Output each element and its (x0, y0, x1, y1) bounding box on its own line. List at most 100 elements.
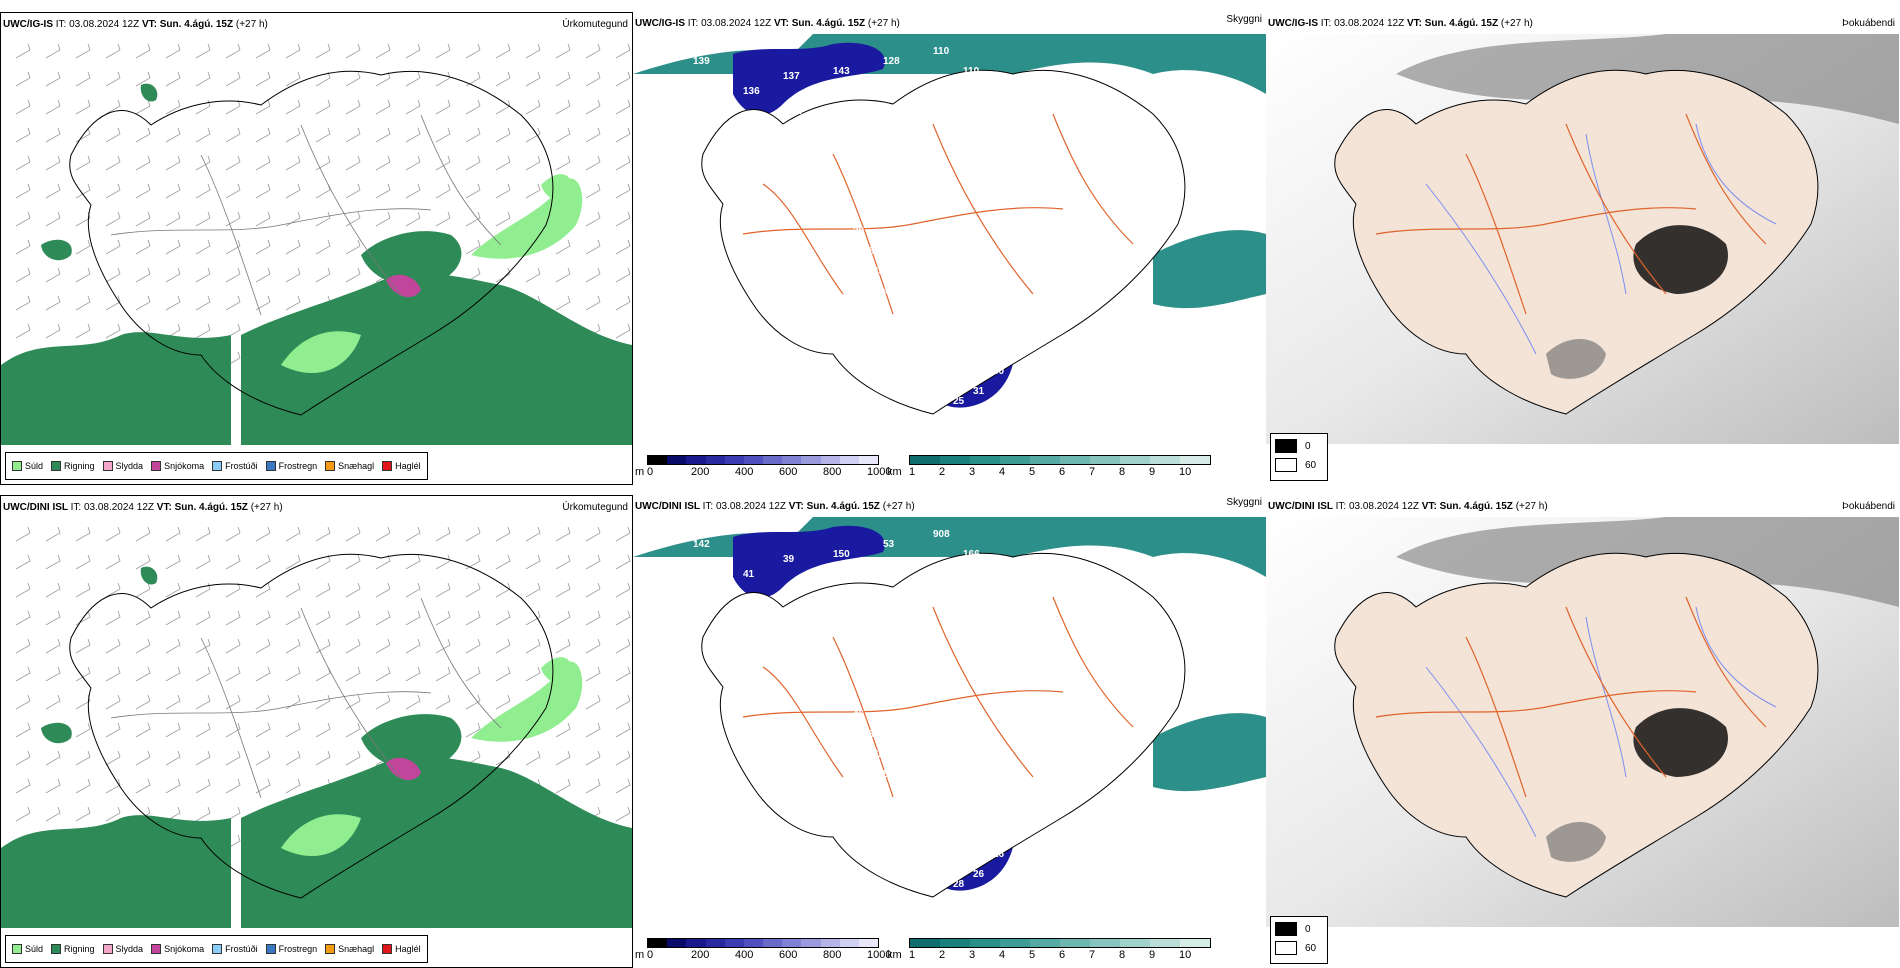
visibility-value: 27 (923, 366, 935, 377)
wind-barb (465, 554, 481, 570)
wind-barb (615, 582, 631, 598)
legend-label: Frostúði (225, 944, 258, 954)
colorbar-tick: 9 (1149, 466, 1156, 478)
wind-barb (525, 71, 541, 87)
lead-time: (+27 h) (867, 18, 900, 29)
snow-areas (386, 274, 421, 298)
wind-barb (255, 554, 271, 570)
colorbar-cell (839, 939, 859, 947)
wind-barb (345, 554, 361, 570)
wind-barb (495, 582, 511, 598)
wind-barb (15, 582, 31, 598)
colorbar-cell (724, 939, 744, 947)
wind-barb (195, 323, 211, 339)
wind-barb (525, 99, 541, 115)
legend-item: Súld (12, 944, 43, 954)
wind-barb (375, 526, 391, 542)
wind-barb (525, 155, 541, 171)
wind-barb (345, 694, 361, 710)
wind-barb (195, 183, 211, 199)
legend-label: Slydda (115, 461, 144, 471)
wind-barb (555, 295, 571, 311)
visibility-value: 24 (933, 869, 945, 880)
it-label: IT: (702, 501, 716, 512)
wind-barb (315, 127, 331, 143)
wind-barb (45, 183, 61, 199)
visibility-value: 59 (1103, 126, 1115, 137)
wind-barb (405, 526, 421, 542)
legend-swatch (102, 944, 113, 954)
wind-barb (75, 526, 91, 542)
wind-barb (225, 295, 241, 311)
wind-barb (255, 722, 271, 738)
wind-barb (135, 582, 151, 598)
wind-barb (585, 99, 601, 115)
precip-legend: Súld Rigning Slydda Snjókoma Frostúði Frostre… (5, 935, 428, 963)
wind-barb (75, 239, 91, 255)
wind-barb (345, 267, 361, 283)
wind-barb (315, 99, 331, 115)
colorbar-cell (667, 456, 687, 464)
colorbar-tick: 0 (647, 466, 654, 478)
wind-barb (495, 99, 511, 115)
wind-barb (615, 155, 631, 171)
legend-swatch (212, 944, 223, 954)
lead-time: (+27 h) (1500, 18, 1533, 29)
lead-time: (+27 h) (882, 501, 915, 512)
wind-barb (45, 526, 61, 542)
colorbar-cell (940, 939, 970, 947)
wind-barb (375, 666, 391, 682)
wind-barb (75, 806, 91, 822)
colorbar-tick: 0 (647, 949, 654, 961)
visibility-value: 130 (913, 829, 930, 840)
wind-barb (135, 43, 151, 59)
legend-swatch (382, 944, 393, 954)
model-name: UWC/DINI ISL (1268, 501, 1336, 512)
wind-barb (555, 71, 571, 87)
vt-value: Sun. 4.ágú. 15Z (174, 502, 251, 513)
legend-item: Rigning (51, 944, 95, 954)
wind-barb (465, 127, 481, 143)
visibility-value: 58 (833, 669, 845, 680)
wind-barb (285, 239, 301, 255)
wind-barb (405, 211, 421, 227)
iceland-land (1334, 552, 1819, 898)
fog-dark-patch (1633, 225, 1728, 294)
colorbar-cell (763, 456, 783, 464)
wind-barb (465, 722, 481, 738)
wind-barb (195, 295, 211, 311)
wind-barb (375, 610, 391, 626)
visibility-value: 26 (993, 849, 1005, 860)
legend-label: Snjókoma (164, 944, 205, 954)
wind-barb (75, 99, 91, 115)
panel-title: Þokuábendi (1842, 18, 1895, 29)
wind-barb (555, 267, 571, 283)
wind-barb (405, 610, 421, 626)
legend-label: Súld (25, 461, 44, 471)
distance-unit: km (887, 466, 902, 478)
rivers (1425, 123, 1777, 355)
wind-barb (435, 183, 451, 199)
coastline (69, 553, 554, 899)
fog-map (1266, 517, 1899, 927)
colorbar-cell (724, 456, 744, 464)
visibility-value: 69 (1073, 769, 1085, 780)
vt-label: VT: (156, 502, 175, 513)
wind-barb (585, 43, 601, 59)
wind-barb (495, 43, 511, 59)
wind-barb (375, 211, 391, 227)
wind-barb (285, 526, 301, 542)
colorbar-cell (820, 939, 840, 947)
fog-map (1266, 34, 1899, 444)
panel-title: Skyggni (1226, 497, 1262, 508)
wind-barb (45, 71, 61, 87)
wind-barb (165, 638, 181, 654)
fog-legend: 0 60 (1270, 433, 1328, 481)
colorbar-tick: 5 (1029, 949, 1036, 961)
colorbar-tick: 9 (1149, 949, 1156, 961)
wind-barb (585, 211, 601, 227)
wind-barb (15, 211, 31, 227)
wind-barb (15, 778, 31, 794)
legend-item: Slydda (102, 461, 144, 471)
wind-barb (135, 694, 151, 710)
